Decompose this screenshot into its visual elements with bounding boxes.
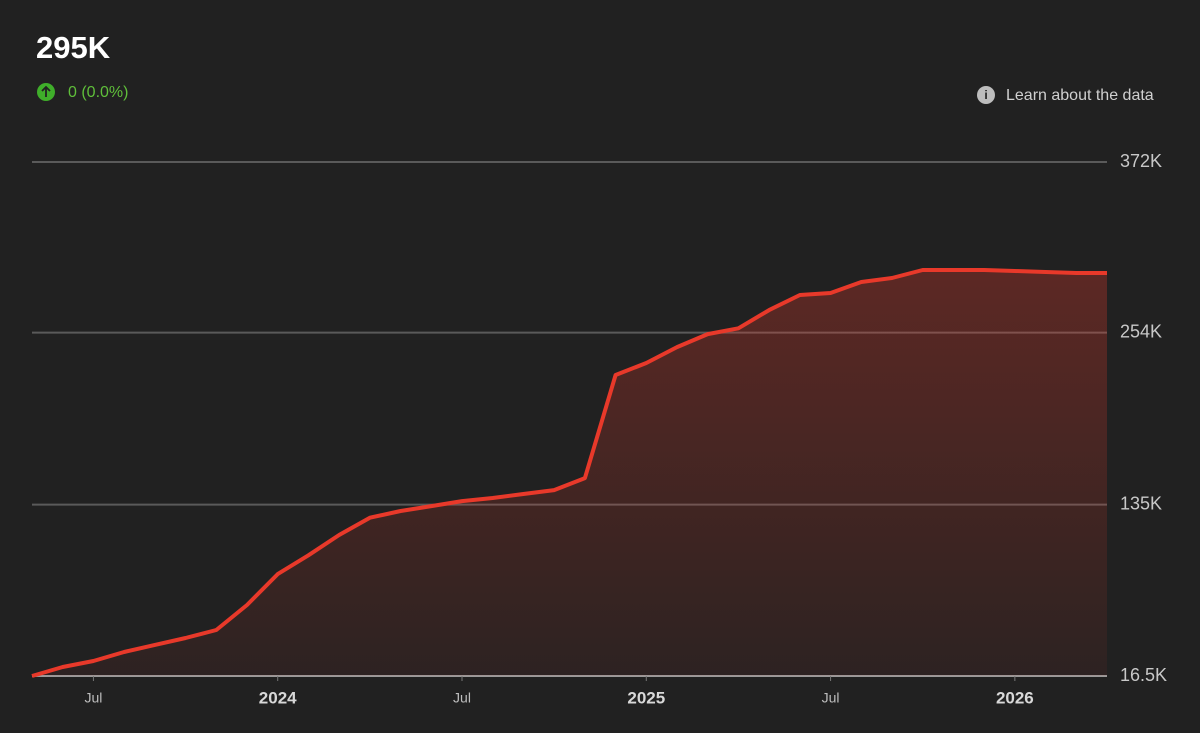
info-glyph: i bbox=[984, 88, 987, 102]
headline-value: 295K bbox=[36, 30, 111, 65]
y-tick-label: 254K bbox=[1120, 321, 1162, 341]
x-tick-label: Jul bbox=[84, 690, 102, 706]
y-tick-label: 135K bbox=[1120, 493, 1162, 513]
learn-link[interactable]: Learn about the data bbox=[1006, 87, 1154, 104]
x-tick-label: 2026 bbox=[996, 688, 1034, 707]
change-text: 0 (0.0%) bbox=[68, 84, 128, 101]
y-tick-label: 372K bbox=[1120, 151, 1162, 171]
up-arrow bbox=[41, 85, 51, 97]
area-fill bbox=[32, 270, 1107, 676]
x-tick-label: 2025 bbox=[627, 688, 665, 707]
x-tick-label: Jul bbox=[822, 690, 840, 706]
x-tick-label: 2024 bbox=[259, 688, 297, 707]
line bbox=[31, 268, 1107, 678]
x-tick-label: Jul bbox=[453, 690, 471, 706]
info-icon[interactable] bbox=[977, 86, 995, 104]
y-tick-label: 16.5K bbox=[1120, 665, 1167, 685]
